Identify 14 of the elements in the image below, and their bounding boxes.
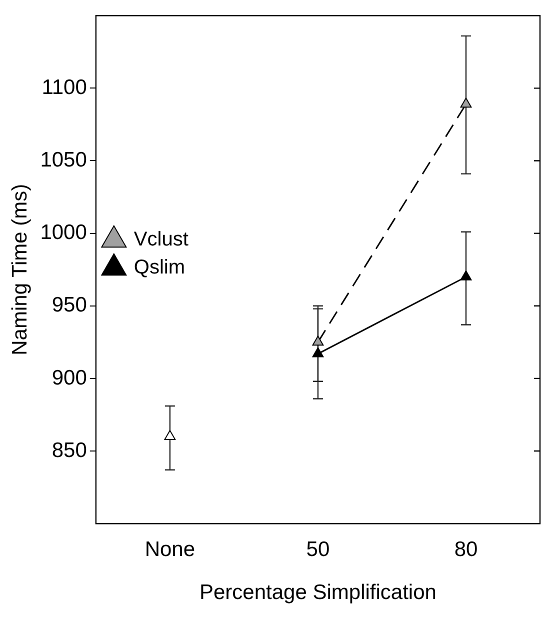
y-tick-label: 850 (52, 438, 87, 462)
y-tick-label: 1100 (42, 76, 87, 99)
legend-label: Vclust (134, 228, 189, 251)
y-tick-label: 1000 (40, 221, 87, 244)
legend-label: Qslim (134, 256, 186, 279)
x-tick-label: None (144, 538, 196, 561)
x-tick-label: 80 (454, 538, 478, 561)
y-tick-label: 950 (52, 294, 87, 317)
y-tick-label: 1050 (40, 148, 87, 172)
point (164, 430, 176, 440)
x-axis-title: Percentage Simplification (199, 581, 436, 604)
y-axis-title: Naming Time (ms) (8, 184, 32, 356)
x-tick-label: 50 (306, 538, 330, 561)
y-tick-label: 900 (52, 366, 87, 390)
